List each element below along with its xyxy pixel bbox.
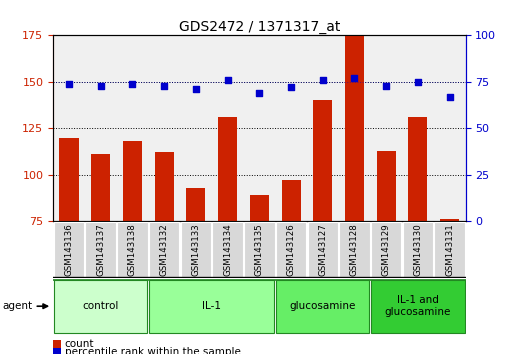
Bar [123, 141, 142, 354]
Text: GSM143127: GSM143127 [318, 223, 327, 276]
Text: GSM143126: GSM143126 [286, 223, 295, 276]
Point [318, 77, 326, 83]
Text: percentile rank within the sample: percentile rank within the sample [65, 347, 240, 354]
Point [350, 75, 358, 81]
Bar [218, 117, 237, 354]
Bar [148, 222, 179, 277]
Text: GSM143136: GSM143136 [64, 223, 73, 276]
Bar [91, 154, 110, 354]
Bar [439, 219, 458, 354]
Bar [155, 153, 173, 354]
Text: control: control [82, 301, 119, 311]
Bar [408, 117, 427, 354]
Bar [243, 222, 274, 277]
Bar [313, 101, 332, 354]
Point [223, 77, 231, 83]
Bar [117, 222, 147, 277]
Text: glucosamine: glucosamine [289, 301, 355, 311]
Text: GSM143133: GSM143133 [191, 223, 200, 276]
Point [160, 83, 168, 88]
Point [128, 81, 136, 87]
Point [413, 79, 421, 85]
Bar [85, 222, 116, 277]
Text: GSM143135: GSM143135 [255, 223, 263, 276]
Bar [376, 151, 395, 354]
Point [255, 90, 263, 96]
Bar [402, 222, 432, 277]
Text: GSM143129: GSM143129 [381, 223, 390, 276]
Text: agent: agent [3, 301, 33, 311]
Title: GDS2472 / 1371317_at: GDS2472 / 1371317_at [178, 21, 339, 34]
Point [381, 83, 389, 88]
Point [445, 94, 453, 99]
Bar [276, 280, 369, 333]
Text: GSM143132: GSM143132 [160, 223, 168, 276]
Text: count: count [65, 339, 94, 349]
Bar [371, 280, 464, 333]
Bar [149, 280, 274, 333]
Text: GSM143128: GSM143128 [349, 223, 358, 276]
Bar [186, 188, 205, 354]
Bar [434, 222, 464, 277]
Text: GSM143131: GSM143131 [444, 223, 453, 276]
Bar [212, 222, 242, 277]
Text: GSM143138: GSM143138 [128, 223, 137, 276]
Bar [249, 195, 268, 354]
Bar [344, 35, 363, 354]
Point [191, 86, 199, 92]
Bar [54, 222, 84, 277]
Bar [338, 222, 369, 277]
Text: GSM143130: GSM143130 [413, 223, 422, 276]
Text: IL-1: IL-1 [202, 301, 221, 311]
Point [65, 81, 73, 87]
Bar [370, 222, 400, 277]
Bar [275, 222, 306, 277]
Point [286, 85, 294, 90]
Bar [180, 222, 211, 277]
Bar [307, 222, 337, 277]
Text: GSM143134: GSM143134 [223, 223, 232, 276]
Text: GSM143137: GSM143137 [96, 223, 105, 276]
Point [96, 83, 105, 88]
Bar [281, 181, 300, 354]
Text: IL-1 and
glucosamine: IL-1 and glucosamine [384, 295, 450, 317]
Bar [60, 138, 78, 354]
Bar [54, 280, 147, 333]
